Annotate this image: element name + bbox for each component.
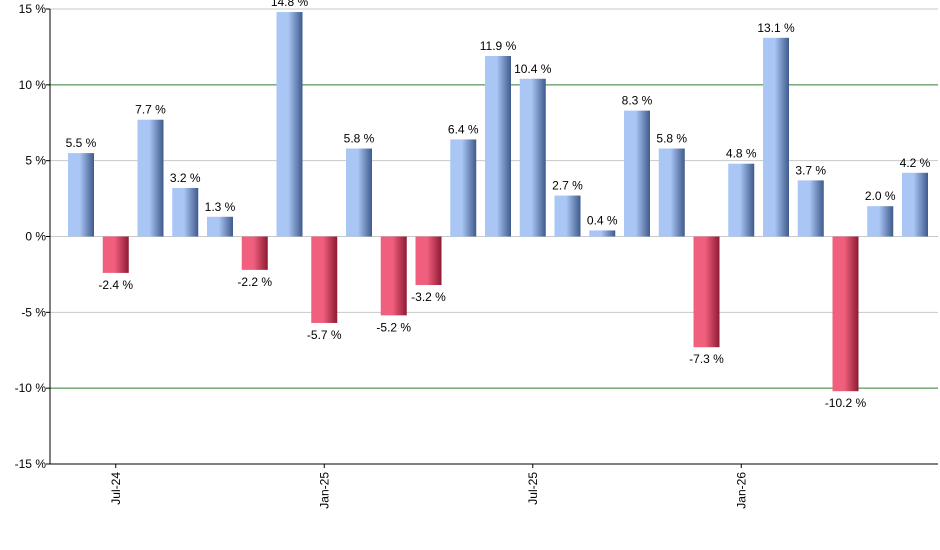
data-label: 0.4 % — [587, 213, 618, 227]
bar-positive — [346, 148, 372, 237]
data-label: 11.9 % — [480, 39, 517, 53]
bar-positive — [450, 139, 477, 237]
data-label: 1.3 % — [205, 200, 236, 214]
data-label: 13.1 % — [757, 21, 795, 35]
data-label: -10.2 % — [825, 396, 867, 410]
bars — [68, 12, 928, 392]
bar-negative — [102, 236, 129, 273]
data-label: 8.3 % — [622, 94, 653, 108]
bar-positive — [867, 206, 894, 237]
y-tick-label: 5 % — [25, 154, 46, 168]
data-label: 10.4 % — [514, 62, 552, 76]
bar-negative — [311, 236, 338, 323]
y-tick-label: -5 % — [21, 305, 46, 319]
bar-positive — [624, 110, 650, 237]
data-label: 5.8 % — [344, 132, 375, 146]
bar-negative — [832, 236, 859, 392]
y-tick-label: 0 % — [25, 230, 46, 244]
y-tick-label: 10 % — [19, 78, 47, 92]
data-label: 3.2 % — [170, 171, 201, 185]
bar-negative — [380, 236, 407, 316]
data-label: -5.2 % — [376, 320, 411, 334]
bar-negative — [241, 236, 268, 270]
data-label: -5.7 % — [307, 328, 342, 342]
bar-positive — [276, 12, 303, 237]
data-label: 5.5 % — [66, 136, 97, 150]
axes — [46, 8, 938, 468]
data-label: -7.3 % — [689, 352, 724, 366]
bar-negative — [415, 236, 442, 286]
bar-positive — [763, 37, 789, 237]
data-label: -3.2 % — [411, 290, 446, 304]
data-label: 4.2 % — [900, 156, 931, 170]
bar-positive — [902, 172, 928, 237]
bar-positive — [554, 195, 581, 237]
data-label: -2.2 % — [237, 275, 272, 289]
x-tick-label: Jan-25 — [317, 472, 331, 509]
bar-positive — [172, 187, 199, 237]
x-axis-tick-labels: Jul-24 Jan-25 Jul-25 Jan-26 — [109, 472, 749, 509]
bar-negative — [693, 236, 720, 348]
y-tick-label: -10 % — [15, 381, 47, 395]
data-label: 7.7 % — [135, 103, 166, 117]
bar-positive — [797, 180, 824, 237]
data-label: 2.0 % — [865, 189, 896, 203]
bar-positive — [137, 119, 164, 237]
bar-positive — [207, 216, 233, 237]
data-label: 5.8 % — [656, 132, 687, 146]
data-label: -2.4 % — [98, 278, 133, 292]
data-label: 2.7 % — [552, 179, 583, 193]
y-axis-tick-labels: -15 % -10 % -5 % 0 % 5 % 10 % 15 % — [15, 2, 47, 471]
data-label: 4.8 % — [726, 147, 757, 161]
y-tick-label: -15 % — [15, 457, 47, 471]
data-label: 6.4 % — [448, 122, 479, 136]
bar-positive — [485, 56, 511, 237]
data-label: 3.7 % — [795, 163, 826, 177]
x-tick-label: Jul-24 — [109, 472, 123, 505]
bar-positive — [519, 78, 546, 237]
bar-positive — [658, 148, 685, 237]
data-labels: 5.5 % -2.4 % 7.7 % 3.2 % 1.3 % -2.2 % 14.8 % -5… — [66, 0, 931, 410]
bar-positive — [68, 153, 94, 237]
data-label: 14.8 % — [271, 0, 309, 9]
x-tick-label: Jan-26 — [734, 472, 748, 509]
bar-positive — [589, 230, 616, 237]
bar-positive — [728, 163, 755, 237]
x-tick-label: Jul-25 — [526, 472, 540, 505]
y-tick-label: 15 % — [19, 2, 47, 16]
